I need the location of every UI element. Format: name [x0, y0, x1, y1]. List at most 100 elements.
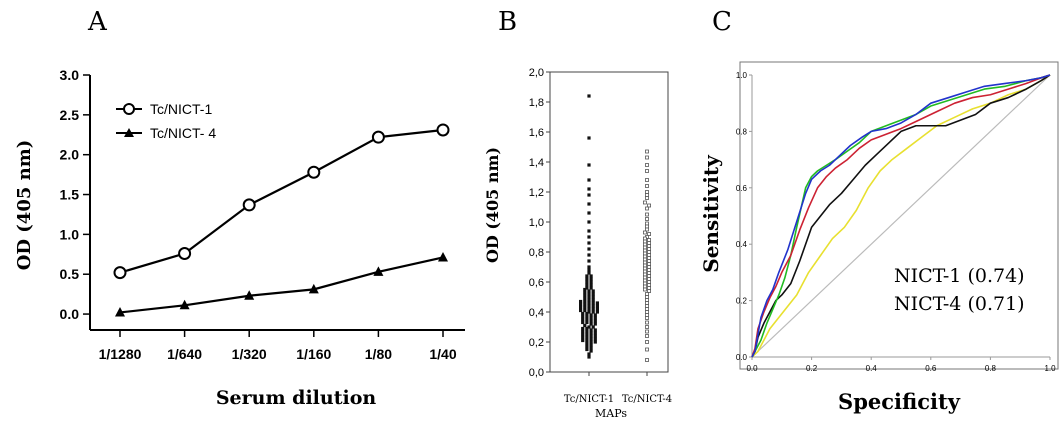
panel-b-point	[587, 301, 591, 305]
panel-b-point	[595, 304, 599, 308]
panel-b-point	[587, 265, 591, 269]
panel-label-a: A	[87, 7, 108, 37]
panel-b-point	[595, 301, 599, 305]
panel-c-x-tick-label: 0.0	[746, 364, 758, 373]
panel-b-point	[583, 308, 587, 313]
panel-b-point	[581, 314, 585, 319]
panel-b-point	[645, 224, 649, 229]
panel-b-point	[643, 272, 647, 277]
panel-b-point	[581, 320, 585, 325]
panel-b-point	[591, 304, 595, 308]
panel-b-point	[643, 254, 647, 259]
panel-b-point	[581, 335, 585, 340]
panel-c-y-axis-label: Sensitivity	[699, 154, 723, 273]
panel-b-point	[579, 302, 583, 307]
panel-b-point	[587, 259, 591, 263]
panel-a-y-tick-label: 1.5	[60, 187, 80, 203]
panel-b-point	[583, 299, 587, 304]
panel-b-point	[587, 355, 591, 359]
panel-b-point	[589, 277, 593, 281]
panel-a-x-axis-label: Serum dilution	[216, 387, 377, 409]
panel-b-y-tick-label: 0,4	[529, 307, 544, 319]
panel-b-point	[593, 316, 597, 320]
panel-a-point-circle	[242, 198, 256, 212]
panel-b-point	[587, 289, 591, 293]
panel-b-point	[587, 163, 591, 167]
panel-b-point	[645, 227, 649, 232]
panel-b-point	[587, 247, 591, 251]
panel-b-point	[589, 286, 593, 290]
panel-c-roc-curve-blue	[751, 74, 1051, 358]
panel-b-point	[645, 316, 649, 320]
panel-b-point	[645, 292, 649, 296]
panel-b-point	[645, 329, 649, 334]
panel-b-plot-frame	[549, 71, 669, 373]
panel-c-x-tick-label: 0.4	[866, 364, 878, 373]
panel-a-series-line	[119, 256, 444, 314]
panel-b-point	[589, 328, 593, 332]
panel-b-y-tick-label: 2,0	[529, 67, 544, 79]
panel-b-point	[587, 271, 591, 275]
panel-b-point	[583, 305, 587, 310]
panel-b-point	[591, 298, 595, 302]
panel-b-dot-plot: OD (405 nm) MAPs 0,0 0,2 0,4 0,6 0,8 1,0 1,2 1,…	[483, 67, 672, 420]
panel-b-point	[645, 310, 649, 314]
panel-c-x-tick-label: 0.8	[985, 364, 997, 373]
panel-b-point	[579, 308, 583, 313]
panel-b-point	[593, 331, 597, 335]
panel-b-point	[591, 289, 595, 293]
panel-b-point	[591, 325, 595, 329]
panel-b-point	[595, 307, 599, 311]
panel-b-point	[645, 340, 649, 344]
panel-b-point	[579, 299, 583, 304]
panel-b-point	[647, 253, 651, 257]
panel-c-roc-curve-reference	[751, 74, 1051, 358]
panel-a-point-triangle	[438, 251, 448, 262]
panel-a-x-tick-label: 1/80	[365, 346, 392, 362]
panel-b-point	[593, 334, 597, 338]
panel-b-point	[643, 260, 647, 265]
panel-b-point	[587, 220, 591, 224]
panel-b-point	[645, 358, 649, 362]
panel-b-point	[581, 311, 585, 316]
panel-b-point	[587, 268, 591, 272]
panel-b-point	[589, 334, 593, 338]
panel-b-point	[585, 341, 589, 346]
panel-b-point	[589, 316, 593, 320]
panel-b-point	[647, 203, 651, 208]
panel-b-point	[585, 338, 589, 343]
panel-b-point	[581, 329, 585, 334]
panel-c-x-tick-label: 0.6	[925, 364, 937, 373]
panel-a-y-tick-label: 0.5	[60, 266, 80, 282]
panel-b-point	[645, 190, 649, 194]
panel-b-point	[583, 302, 587, 307]
panel-b-y-tick-label: 1,6	[529, 127, 544, 139]
panel-b-point	[645, 347, 649, 352]
panel-a-point-circle	[113, 266, 127, 280]
panel-b-point	[643, 275, 647, 280]
panel-b-point	[589, 313, 593, 317]
panel-b-point	[589, 283, 593, 287]
panel-b-point	[587, 295, 591, 299]
panel-b-point	[593, 340, 597, 344]
panel-a-y-tick-label: 1.0	[60, 226, 80, 242]
panel-b-point	[579, 305, 583, 310]
panel-b-y-tick-label: 1,2	[529, 187, 544, 199]
panel-a-legend-label: Tc/NICT-1	[150, 101, 212, 117]
panel-b-point	[587, 235, 591, 239]
panel-b-point	[587, 229, 591, 233]
panel-b-point	[589, 337, 593, 341]
panel-b-point	[593, 328, 597, 332]
panel-b-y-axis-label: OD (405 nm)	[483, 147, 502, 263]
panel-label-c: C	[712, 7, 732, 37]
panel-b-point	[645, 295, 649, 299]
panel-c-x-tick-label: 0.2	[806, 364, 818, 373]
panel-b-point	[643, 242, 647, 247]
panel-c-y-tick-label: 0.4	[736, 240, 748, 249]
panel-b-point	[645, 169, 649, 173]
panel-b-point	[645, 334, 649, 338]
panel-b-point	[645, 178, 649, 182]
panel-b-point	[587, 292, 591, 296]
panel-b-point	[583, 290, 587, 295]
panel-b-point	[643, 278, 647, 283]
